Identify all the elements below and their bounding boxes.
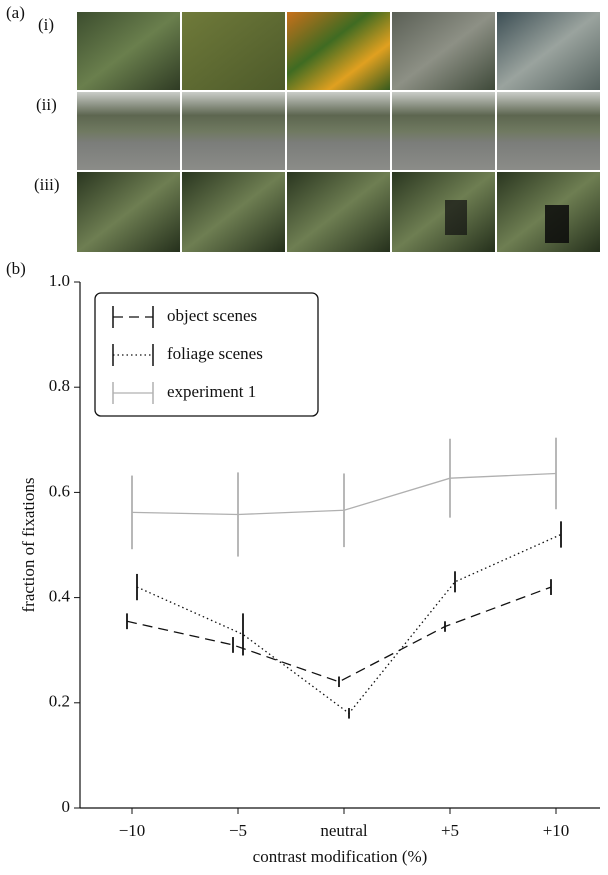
- scene-image: [182, 92, 285, 170]
- scene-image: [392, 172, 495, 252]
- y-tick-label: 0.2: [49, 692, 70, 711]
- legend-label: foliage scenes: [167, 344, 263, 363]
- x-tick-label: neutral: [320, 821, 367, 840]
- scene-image: [77, 172, 180, 252]
- x-tick-label: −5: [229, 821, 247, 840]
- panel-label: (b): [6, 259, 26, 278]
- series-line: [127, 587, 551, 682]
- scene-image: [392, 92, 495, 170]
- figure: (a) (i) (ii) (iii) (b) 0 0.2 0.4 0.6 0.8 1.0 −…: [0, 0, 608, 875]
- y-tick-label: 0.8: [49, 376, 70, 395]
- x-tick-label: +10: [543, 821, 570, 840]
- y-tick-label: 0: [62, 797, 71, 816]
- image-grid: [77, 12, 600, 252]
- chart: 0 0.2 0.4 0.6 0.8 1.0 −10 −5 neutral +5 +10 contras…: [19, 271, 600, 866]
- legend-label: experiment 1: [167, 382, 256, 401]
- scene-image: [287, 92, 390, 170]
- scene-image: [182, 172, 285, 252]
- x-axis-label: contrast modification (%): [253, 847, 428, 866]
- y-tick-label: 0.6: [49, 481, 70, 500]
- scene-image: [497, 12, 600, 90]
- row-label: (i): [38, 15, 54, 34]
- scene-image: [77, 12, 180, 90]
- row-label: (iii): [34, 175, 60, 194]
- scene-image: [287, 12, 390, 90]
- scene-image: [182, 12, 285, 90]
- y-tick-label: 1.0: [49, 271, 70, 290]
- y-tick-label: 0.4: [49, 587, 71, 606]
- legend-label: object scenes: [167, 306, 257, 325]
- scene-image: [287, 172, 390, 252]
- x-tick-label: +5: [441, 821, 459, 840]
- row-label: (ii): [36, 95, 57, 114]
- y-axis-label: fraction of fixations: [19, 477, 38, 612]
- scene-image: [77, 92, 180, 170]
- panel-label: (a): [6, 3, 25, 22]
- x-tick-label: −10: [119, 821, 146, 840]
- scene-object: [445, 200, 467, 235]
- series-line: [137, 534, 561, 713]
- scene-image: [497, 92, 600, 170]
- scene-object: [545, 205, 569, 243]
- scene-image: [392, 12, 495, 90]
